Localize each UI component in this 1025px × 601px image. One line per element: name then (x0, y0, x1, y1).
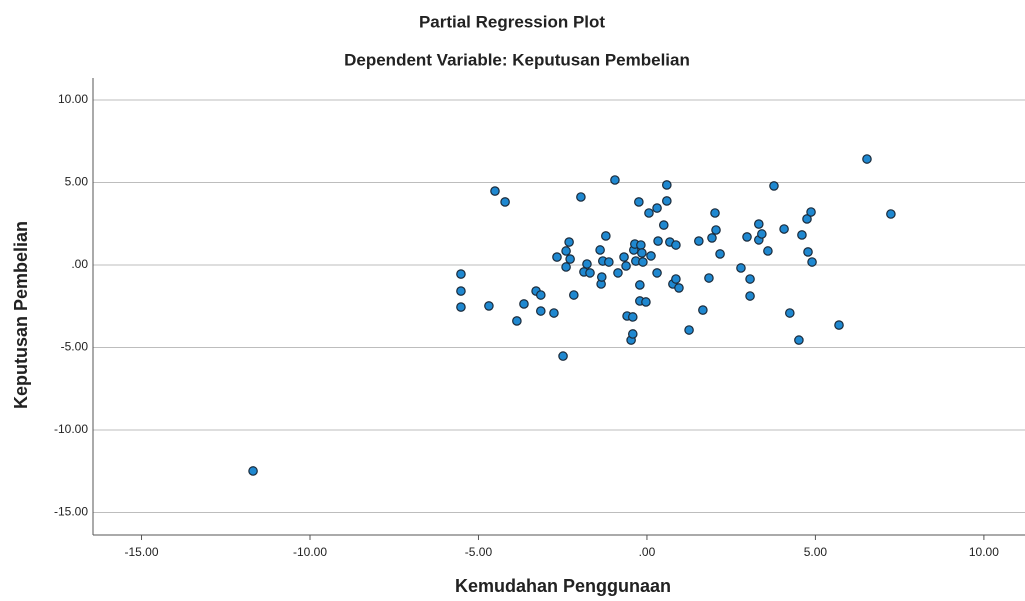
y-tick-label: -10.00 (54, 422, 88, 436)
point (634, 197, 644, 207)
point (794, 335, 804, 345)
point (754, 219, 764, 229)
point (707, 233, 717, 243)
point (613, 268, 623, 278)
point (601, 231, 611, 241)
point (698, 305, 708, 315)
point (637, 248, 647, 258)
point (704, 273, 714, 283)
point (757, 229, 767, 239)
point (484, 301, 494, 311)
point (636, 240, 646, 250)
point (779, 224, 789, 234)
x-tick-label: -15.00 (125, 545, 159, 559)
x-tick-label: .00 (639, 545, 656, 559)
point (619, 252, 629, 262)
point (671, 240, 681, 250)
x-tick-label: -10.00 (293, 545, 327, 559)
point (635, 280, 645, 290)
point (694, 236, 704, 246)
point (652, 203, 662, 213)
point (646, 251, 656, 261)
point (490, 186, 500, 196)
point (803, 247, 813, 257)
point (610, 175, 620, 185)
point (763, 246, 773, 256)
y-tick-label: -15.00 (54, 505, 88, 519)
point (565, 254, 575, 264)
y-tick-label: -5.00 (61, 340, 89, 354)
point (638, 257, 648, 267)
point (561, 262, 571, 272)
point (674, 283, 684, 293)
point (558, 351, 568, 361)
point (644, 208, 654, 218)
point (653, 236, 663, 246)
point (662, 180, 672, 190)
point (549, 308, 559, 318)
point (512, 316, 522, 326)
point (456, 302, 466, 312)
point (671, 274, 681, 284)
point (862, 154, 872, 164)
point (658, 220, 669, 230)
x-tick-label: 10.00 (969, 545, 999, 559)
point (806, 207, 816, 217)
point (621, 261, 631, 271)
point (834, 320, 844, 330)
point (552, 252, 562, 262)
point (745, 274, 755, 284)
point (500, 197, 510, 207)
point (582, 259, 592, 269)
point (627, 329, 638, 339)
point (641, 297, 651, 307)
point (596, 272, 607, 282)
point (561, 246, 571, 256)
point (604, 257, 614, 267)
x-axis-title: Kemudahan Penggunaan (455, 576, 671, 596)
point (585, 268, 595, 278)
point (456, 286, 466, 296)
point (595, 245, 605, 255)
point (564, 237, 574, 247)
x-tick-label: -5.00 (465, 545, 493, 559)
point (769, 181, 779, 191)
point (886, 209, 896, 219)
point (710, 208, 720, 218)
point (715, 249, 725, 259)
point (519, 299, 529, 309)
chart-title: Partial Regression Plot (419, 12, 605, 31)
x-tick-label: 5.00 (804, 545, 828, 559)
point (569, 290, 579, 300)
point (807, 257, 817, 267)
point (456, 269, 466, 279)
y-tick-label: 5.00 (65, 175, 89, 189)
point (627, 312, 638, 322)
point (652, 268, 662, 278)
point (785, 308, 795, 318)
point (248, 466, 258, 476)
point (802, 214, 812, 224)
point (742, 232, 752, 242)
point (684, 325, 694, 335)
chart-subtitle: Dependent Variable: Keputusan Pembelian (344, 50, 690, 69)
point (711, 225, 721, 235)
point (736, 263, 746, 273)
point (536, 306, 546, 316)
point (536, 290, 546, 300)
y-tick-label: .00 (71, 257, 88, 271)
y-axis-title: Keputusan Pembelian (11, 221, 31, 409)
point (662, 196, 672, 206)
point (745, 291, 755, 301)
y-tick-label: 10.00 (58, 92, 88, 106)
point (797, 230, 807, 240)
point (576, 192, 586, 202)
